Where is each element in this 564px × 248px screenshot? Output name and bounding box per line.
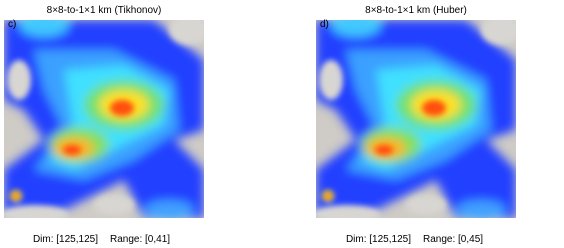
dim-caption: Dim: [125,125]: [346, 234, 411, 245]
panel-label: c): [8, 19, 16, 30]
panel-title: 8×8-to-1×1 km (Tikhonov): [47, 5, 162, 16]
range-caption: Range: [0,41]: [110, 234, 170, 245]
panel-label: d): [320, 19, 329, 30]
panel-title: 8×8-to-1×1 km (Huber): [365, 5, 467, 16]
heatmap: [0, 13, 209, 225]
range-caption: Range: [0,45]: [423, 234, 483, 245]
heatmap: [311, 13, 521, 225]
panel: 8×8-to-1×1 km (Huber) d) Dim: [125,125] …: [311, 5, 521, 245]
panel: 8×8-to-1×1 km (Tikhonov) c) Dim: [125,12…: [0, 5, 209, 245]
dim-caption: Dim: [125,125]: [33, 234, 98, 245]
